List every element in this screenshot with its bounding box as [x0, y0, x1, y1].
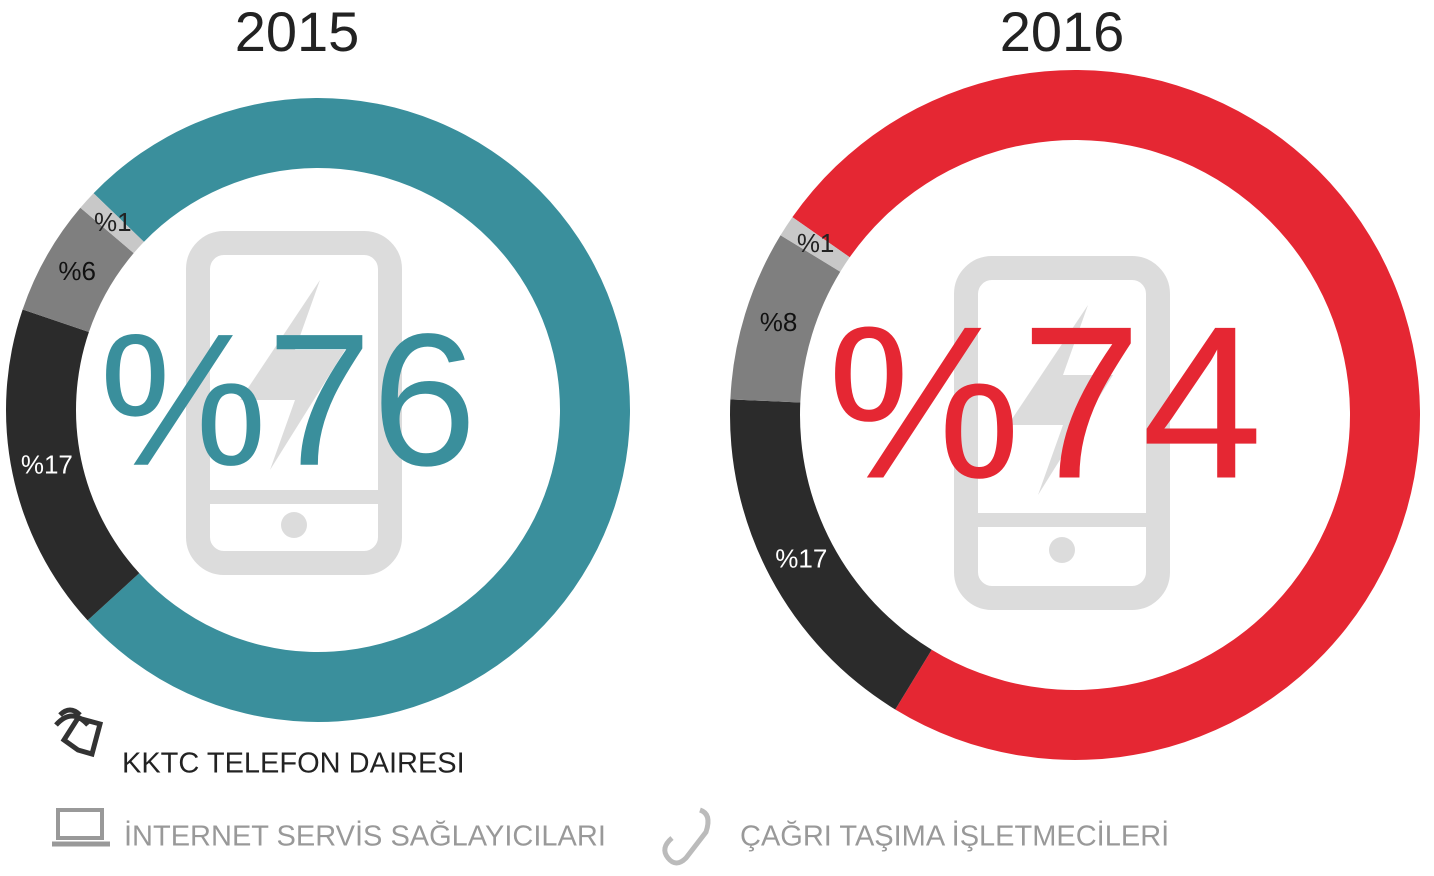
segment-label: %6 [58, 256, 96, 286]
phone-icon [186, 231, 402, 575]
donut-segment [5, 309, 140, 621]
phone-icon [1049, 537, 1075, 563]
chart-title: 2015 [235, 0, 360, 63]
phone-icon [281, 512, 307, 538]
donut-segment [730, 235, 841, 403]
phone-icon [240, 280, 345, 470]
legend-label: İNTERNET SERVİS SAĞLAYICILARI [124, 820, 606, 853]
chart-title: 2016 [1000, 0, 1125, 63]
legend-icon [56, 808, 104, 840]
donut-segment [80, 193, 144, 254]
center-label: %76 [99, 294, 476, 505]
donut-segment [730, 399, 932, 710]
donut-segment [780, 217, 850, 272]
legend-label: KKTC TELEFON DAIRESI [122, 748, 465, 780]
phone-icon [954, 256, 1170, 610]
segment-label: %1 [797, 228, 835, 258]
center-label: %74 [827, 281, 1262, 524]
legend: KKTC TELEFON DAIRESI İNTERNET SERVİS SAĞ… [52, 707, 1169, 866]
phone-icon [1008, 305, 1113, 495]
segment-label: %17 [21, 450, 73, 480]
segment-label: %8 [760, 307, 798, 337]
donut-segment [22, 207, 134, 333]
segment-label: %1 [94, 207, 132, 237]
legend-label: ÇAĞRI TAŞIMA İŞLETMECİLERİ [740, 820, 1169, 853]
phone-icons [186, 231, 1170, 610]
legend-icon [54, 707, 104, 758]
donut-segment [87, 98, 631, 722]
segment-label: %17 [775, 543, 827, 573]
legend-icon [662, 807, 711, 866]
